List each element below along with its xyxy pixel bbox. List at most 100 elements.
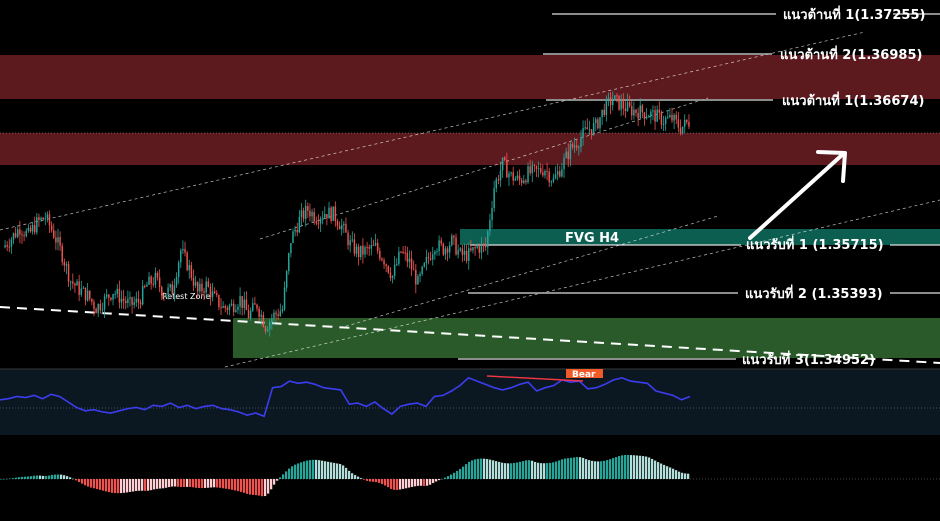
candle-body [489,220,491,232]
candle-body [584,127,586,129]
candle-body [497,179,500,181]
candle-body [336,221,339,226]
candle-body [393,264,396,276]
histogram-bar [573,457,576,479]
histogram-bar [549,462,552,479]
histogram-bar [588,460,591,479]
histogram-bar [510,463,513,479]
candle-body [614,95,616,101]
histogram-bar [363,479,366,480]
candle-body [444,248,447,255]
candle-body [531,165,534,174]
candle-body [10,239,13,247]
candle-body [338,225,341,230]
candle-body [459,248,462,251]
candle-body [448,245,451,253]
demand-zone [233,318,940,358]
histogram-bar [555,461,558,479]
candle-body [175,277,178,286]
histogram-bar [108,479,111,493]
candle-body [311,211,313,217]
histogram-bar [630,455,633,479]
histogram-bar [171,479,174,487]
histogram-bar [687,473,690,479]
candle-body [652,110,654,112]
candle-body [400,251,402,253]
candle-body [457,250,459,255]
histogram-bar [654,460,657,479]
histogram-bar [681,472,684,479]
histogram-bar [390,479,393,489]
candle-body [211,291,214,298]
histogram-bar [114,479,117,494]
candle-body [546,170,548,172]
histogram-bar [453,472,456,479]
candle-body [222,306,224,308]
candle-body [620,101,622,110]
level-lines [458,13,940,360]
histogram-bar [564,458,567,479]
histogram-bar [336,463,339,479]
candle-body [150,276,152,284]
candle-body [618,95,620,110]
histogram-bar [219,479,222,488]
histogram-bar [201,479,204,489]
candle-body [232,303,235,312]
candle-body [592,122,595,135]
histogram-bar [141,479,144,491]
candle-body [144,285,146,287]
histogram-bar [504,463,507,479]
candle-body [307,205,309,211]
candle-body [72,281,74,284]
candle-body [279,311,282,316]
candle-body [108,294,110,298]
histogram-bar [597,461,600,479]
level-label-s3: แนวรับที่ 3(1.34952) [742,350,875,368]
candle-body [252,303,254,311]
candle-body [82,287,85,289]
candle-body [514,178,517,181]
histogram-bar [378,479,381,483]
candle-body [391,275,394,278]
histogram-bar [402,479,405,489]
histogram-bar [498,461,501,479]
candle-body [69,281,72,283]
histogram-bar [0,479,3,480]
candle-body [292,231,294,243]
candle-body [315,221,318,224]
candle-body [408,258,411,262]
candle-body [59,237,61,246]
candle-body [192,277,195,286]
candle-body [29,227,32,232]
candle-body [565,151,567,158]
candle-body [525,180,527,183]
candle-body [190,265,193,278]
histogram-bar [42,475,45,479]
candle-body [641,105,644,113]
candle-body [681,126,684,134]
candle-body [487,231,489,248]
histogram-bar [276,479,279,481]
candle-body [683,119,686,127]
histogram-bar [228,479,231,490]
candle-body [669,114,671,118]
candle-body [647,116,650,118]
histogram-bar [99,479,102,490]
candle-body [95,308,97,314]
macd-histogram [0,454,690,497]
candle-body [381,258,383,261]
candle-body [387,265,390,273]
histogram-bar [666,466,669,479]
candle-body [304,205,307,219]
histogram-bar [552,462,555,479]
histogram-bar [558,460,561,479]
candle-body [334,206,337,222]
candle-body [461,248,464,255]
candle-body [243,299,246,308]
candle-body [74,283,76,286]
candle-body [599,117,601,129]
histogram-bar [387,479,390,488]
histogram-bar [483,458,486,479]
candle-body [453,235,455,238]
candle-body [434,251,436,255]
